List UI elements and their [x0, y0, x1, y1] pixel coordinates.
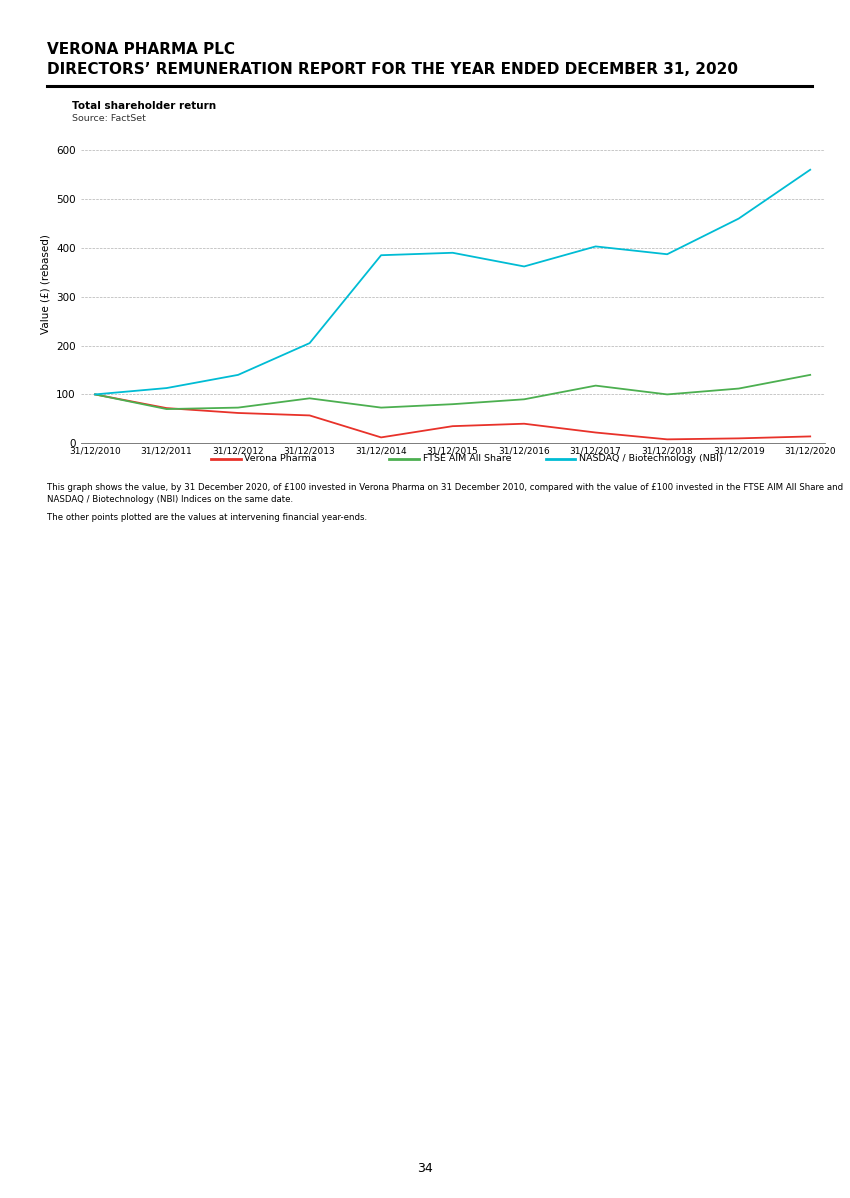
Y-axis label: Value (£) (rebased): Value (£) (rebased): [41, 235, 51, 334]
Text: Total shareholder return: Total shareholder return: [72, 101, 217, 110]
Text: 34: 34: [417, 1162, 433, 1175]
Text: Verona Pharma: Verona Pharma: [245, 454, 317, 464]
Text: NASDAQ / Biotechnology (NBI): NASDAQ / Biotechnology (NBI): [579, 454, 722, 464]
Text: VERONA PHARMA PLC: VERONA PHARMA PLC: [47, 42, 235, 58]
Text: FTSE AIM All Share: FTSE AIM All Share: [422, 454, 512, 464]
Text: Source: FactSet: Source: FactSet: [72, 114, 146, 123]
Text: The other points plotted are the values at intervening financial year-ends.: The other points plotted are the values …: [47, 513, 367, 522]
Text: This graph shows the value, by 31 December 2020, of £100 invested in Verona Phar: This graph shows the value, by 31 Decemb…: [47, 483, 843, 503]
Text: DIRECTORS’ REMUNERATION REPORT FOR THE YEAR ENDED DECEMBER 31, 2020: DIRECTORS’ REMUNERATION REPORT FOR THE Y…: [47, 62, 738, 78]
